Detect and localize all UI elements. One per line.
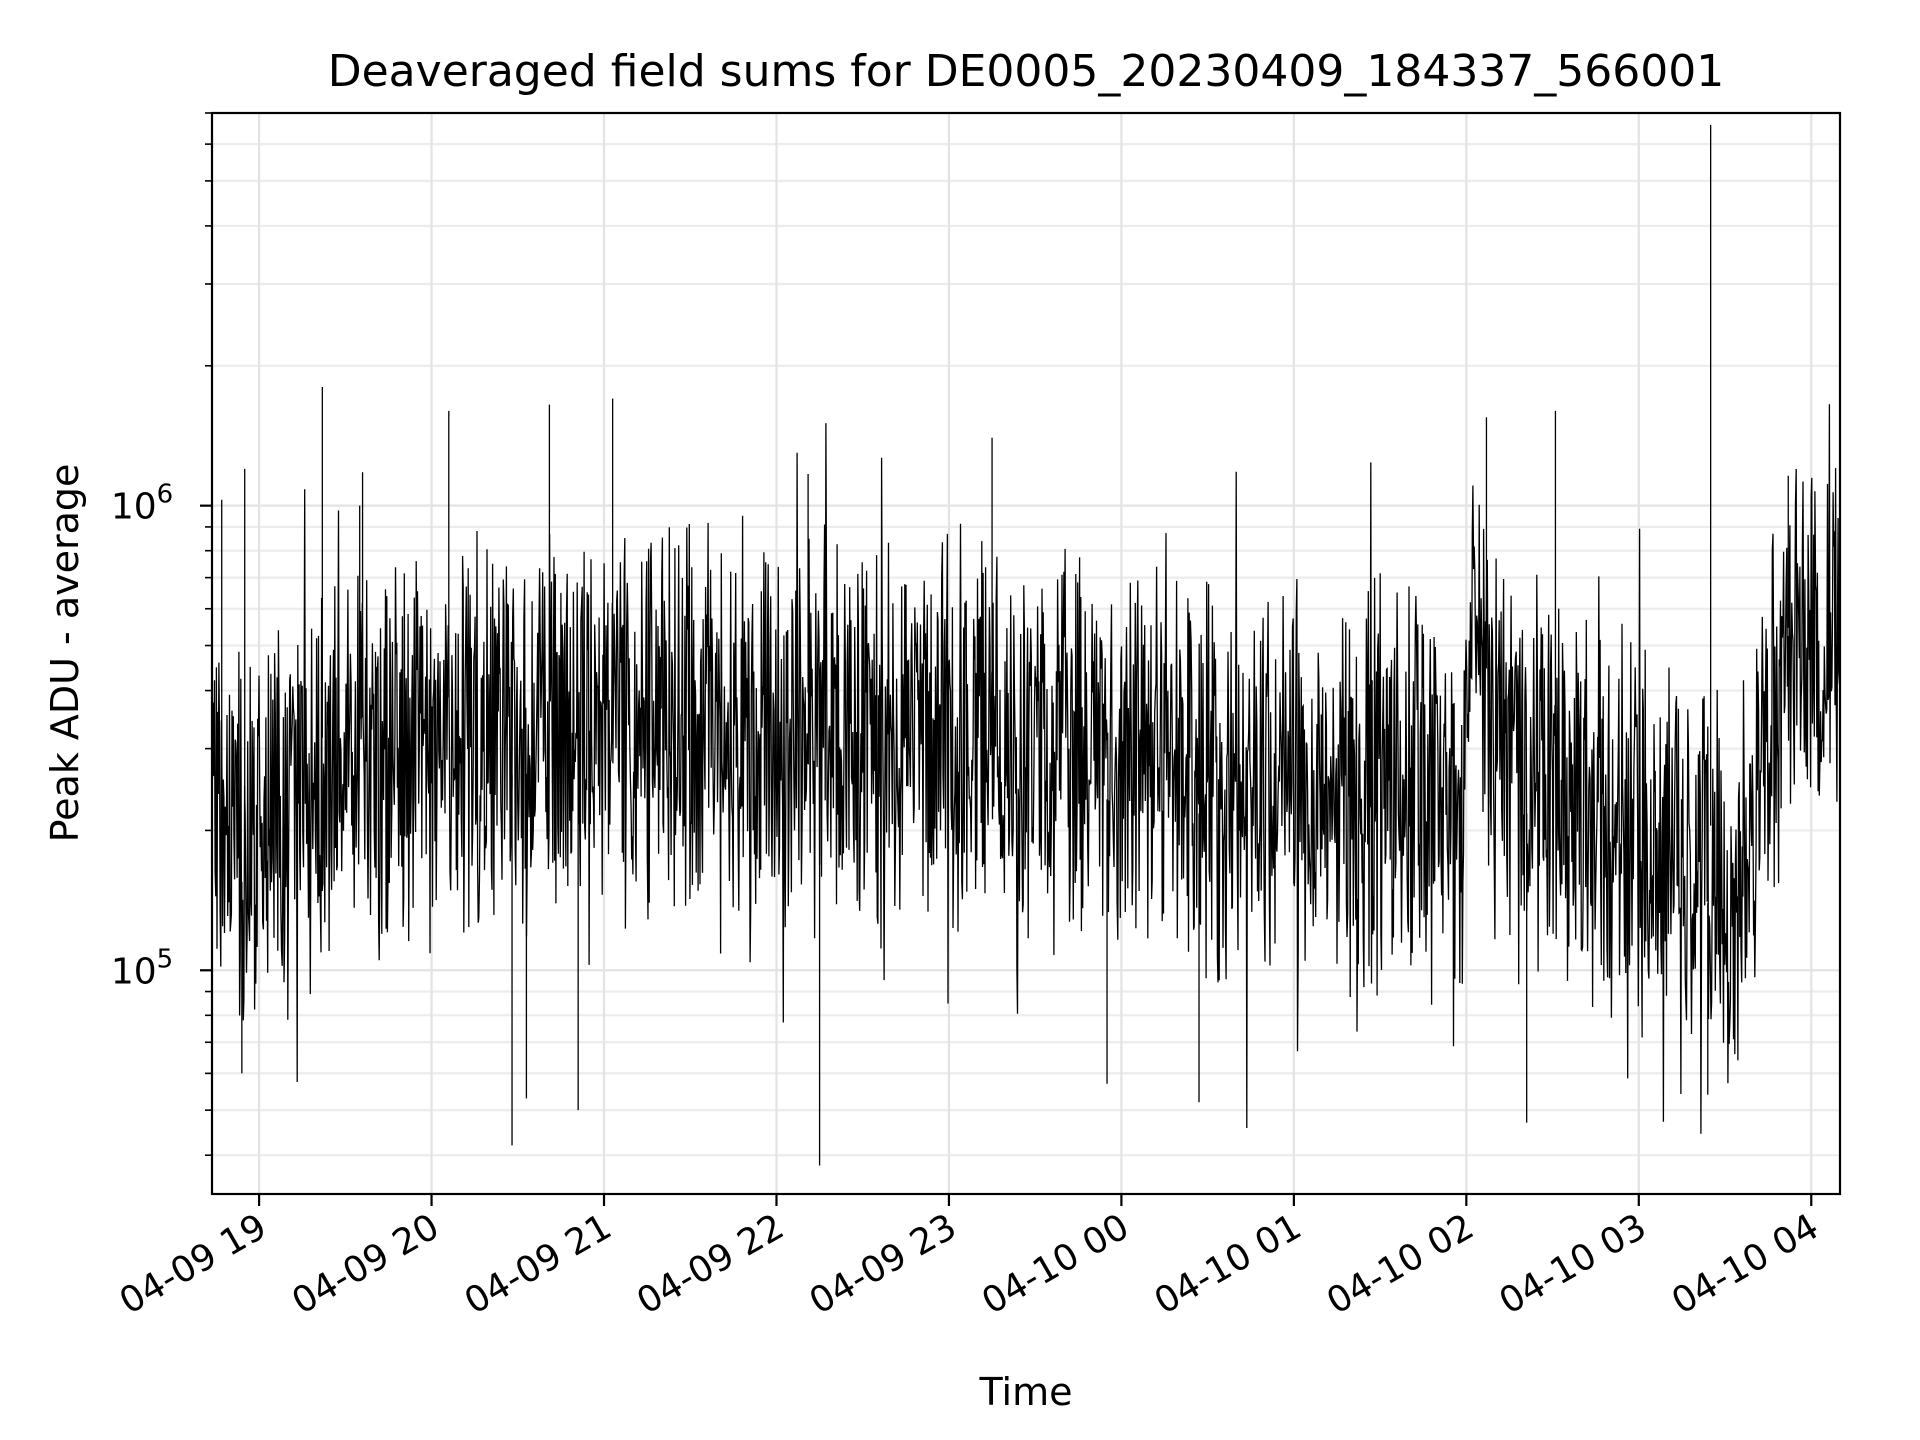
- series-line: [211, 124, 1841, 1166]
- y-axis-label: Peak ADU - average: [43, 464, 87, 843]
- y-tick-label: 106: [111, 480, 173, 528]
- x-axis-label: Time: [979, 1370, 1073, 1414]
- plot-frame: [210, 111, 1842, 1196]
- series-path: [211, 404, 1841, 1134]
- y-tick-label: 105: [111, 944, 173, 992]
- chart-title: Deaveraged field sums for DE0005_2023040…: [328, 46, 1725, 97]
